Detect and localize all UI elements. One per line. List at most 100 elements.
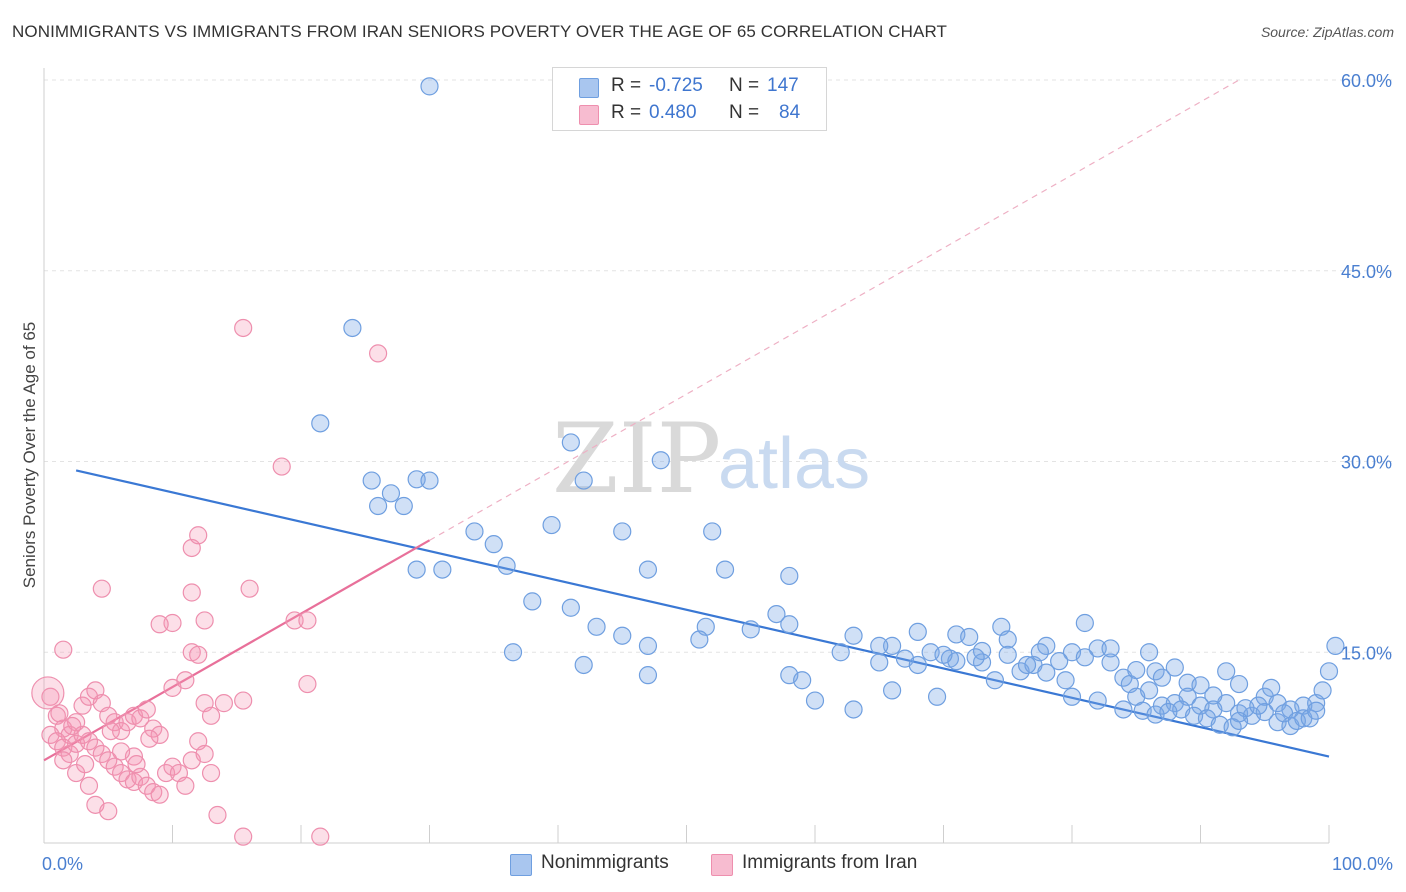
nonimmigrants-point	[703, 522, 722, 541]
immigrants-trend-extension	[429, 79, 1240, 541]
immigrants-point	[298, 674, 317, 694]
y-tick-label: 15.0%	[1341, 643, 1392, 663]
immigrants-point	[101, 721, 120, 741]
immigrants-point	[92, 579, 111, 598]
nonimmigrants-point	[927, 687, 947, 706]
nonimmigrants-point	[1075, 613, 1094, 633]
nonimmigrants-point	[574, 655, 593, 675]
nonimmigrants-point	[966, 648, 985, 667]
legend-n-value: 84	[779, 102, 801, 123]
immigrants-point	[176, 671, 195, 690]
nonimmigrants-point	[998, 630, 1017, 649]
nonimmigrants-point	[465, 522, 484, 541]
nonimmigrants-point	[1326, 636, 1345, 655]
nonimmigrants-point	[523, 592, 542, 611]
chart-source: Source: ZipAtlas.com	[1260, 24, 1394, 40]
nonimmigrants-point	[870, 653, 889, 672]
nonimmigrants-point	[1217, 662, 1236, 681]
nonimmigrants-point	[780, 566, 799, 586]
immigrants-point	[369, 344, 388, 363]
nonimmigrants-point	[1139, 643, 1159, 662]
immigrants-point	[182, 583, 201, 602]
immigrants-point	[311, 827, 330, 846]
immigrants-point	[150, 725, 169, 745]
nonimmigrants-point	[741, 620, 760, 639]
nonimmigrants-point	[1101, 639, 1120, 658]
nonimmigrants-point	[651, 451, 670, 470]
immigrants-point	[150, 785, 169, 804]
nonimmigrants-point	[638, 560, 658, 579]
nonimmigrants-point	[420, 77, 439, 96]
nonimmigrants-point	[407, 560, 426, 579]
y-tick-label: 60.0%	[1341, 71, 1392, 91]
nonimmigrants-point	[1191, 676, 1210, 695]
nonimmigrants-point	[831, 643, 850, 662]
nonimmigrants-point	[561, 598, 580, 617]
immigrants-point	[105, 713, 124, 732]
legend-swatch-blue	[510, 854, 532, 876]
nonimmigrants-point	[574, 471, 593, 490]
x-tick-label: 100.0%	[1332, 854, 1393, 874]
nonimmigrants-point	[882, 636, 902, 655]
immigrants-point	[54, 640, 73, 659]
immigrants-point	[79, 776, 99, 795]
grid-layer	[44, 79, 1392, 653]
nonimmigrants-trend-line	[75, 469, 1330, 758]
nonimmigrants-point	[638, 636, 658, 655]
immigrants-point	[131, 709, 150, 728]
nonimmigrants-point	[542, 515, 561, 535]
nonimmigrants-point	[908, 655, 927, 675]
immigrants-point	[76, 755, 95, 774]
nonimmigrants-point	[960, 627, 979, 647]
immigrants-point	[285, 611, 304, 630]
nonimmigrants-point	[1249, 696, 1268, 715]
legend-n-label: N =	[729, 102, 760, 123]
chart-title: NONIMMIGRANTS VS IMMIGRANTS FROM IRAN SE…	[12, 22, 948, 41]
nonimmigrants-point	[998, 645, 1017, 664]
y-tick-label: 30.0%	[1341, 453, 1392, 473]
immigrants-point	[140, 729, 159, 748]
immigrants-point	[189, 645, 208, 664]
nonimmigrants-point	[1017, 655, 1037, 675]
nonimmigrants-point	[934, 645, 953, 664]
y-tick-label: 45.0%	[1341, 262, 1392, 282]
legend-row-nonimmigrants: R = -0.725 N = 147	[553, 73, 826, 101]
immigrants-trend-line	[43, 539, 431, 762]
nonimmigrants-point	[1114, 700, 1133, 719]
immigrants-point	[163, 613, 182, 633]
immigrants-point	[111, 742, 131, 761]
immigrants-point	[31, 676, 65, 710]
nonimmigrants-point	[767, 604, 786, 624]
nonimmigrants-point	[1300, 709, 1319, 728]
immigrants-point	[137, 700, 156, 719]
nonimmigrants-point	[1229, 674, 1249, 694]
nonimmigrants-point	[407, 470, 426, 489]
immigrants-point	[195, 611, 214, 630]
nonimmigrants-point	[844, 700, 863, 719]
nonimmigrants-point	[1056, 671, 1075, 690]
nonimmigrants-point	[484, 535, 503, 554]
immigrants-point	[41, 687, 60, 706]
immigrants-point	[150, 615, 169, 634]
nonimmigrants-point	[394, 496, 413, 516]
nonimmigrants-point	[1319, 662, 1339, 681]
legend-swatch-pink	[579, 105, 599, 125]
nonimmigrants-point	[503, 643, 523, 662]
legend-swatch-pink	[711, 854, 733, 876]
nonimmigrants-point	[844, 626, 863, 645]
nonimmigrants-point	[1165, 658, 1184, 677]
legend-r-label: R =	[611, 102, 642, 123]
nonimmigrants-point	[780, 615, 799, 634]
nonimmigrants-point	[1307, 701, 1326, 720]
nonimmigrants-point	[1204, 686, 1223, 705]
nonimmigrants-point	[1139, 681, 1159, 700]
nonimmigrants-point	[870, 636, 889, 655]
immigrants-point	[73, 696, 92, 715]
nonimmigrants-point	[715, 560, 735, 579]
nonimmigrants-point	[638, 666, 658, 685]
immigrants-point	[240, 579, 259, 598]
legend-r-value: -0.725	[649, 75, 703, 96]
nonimmigrants-point	[1152, 668, 1172, 687]
nonimmigrants-point	[420, 471, 439, 490]
immigrants-point	[234, 318, 253, 338]
